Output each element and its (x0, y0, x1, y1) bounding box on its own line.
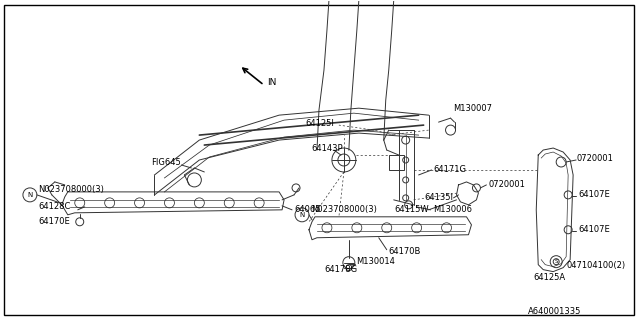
Text: N: N (28, 192, 33, 198)
Text: 64125A: 64125A (533, 273, 565, 282)
Text: 64170B: 64170B (388, 247, 421, 256)
Text: M130007: M130007 (454, 104, 493, 113)
Bar (388, 155, 404, 170)
Text: M130006: M130006 (433, 205, 472, 214)
Text: 0720001: 0720001 (488, 180, 525, 189)
Text: 64107E: 64107E (578, 190, 610, 199)
Text: 64178G: 64178G (324, 265, 357, 274)
Text: 64128C: 64128C (38, 202, 70, 211)
Text: 64107E: 64107E (578, 225, 610, 234)
Text: 64143P: 64143P (311, 144, 342, 153)
Text: A640001335: A640001335 (528, 307, 582, 316)
Text: 047104100(2): 047104100(2) (566, 261, 625, 270)
Text: IN: IN (267, 78, 276, 87)
Text: N023708000(3): N023708000(3) (38, 185, 104, 195)
Text: M130014: M130014 (356, 257, 395, 266)
Text: 64135I: 64135I (424, 193, 454, 202)
Text: 64115W: 64115W (394, 205, 429, 214)
Text: S: S (554, 259, 558, 264)
Text: 64171G: 64171G (433, 165, 467, 174)
Text: 64125I: 64125I (305, 119, 334, 128)
Text: 0720001: 0720001 (576, 154, 613, 163)
Text: N023708000(3): N023708000(3) (311, 205, 377, 214)
Text: 64170E: 64170E (38, 217, 70, 226)
Text: N: N (300, 212, 305, 218)
Text: 64065: 64065 (294, 205, 321, 214)
Text: FIG645: FIG645 (152, 158, 181, 167)
